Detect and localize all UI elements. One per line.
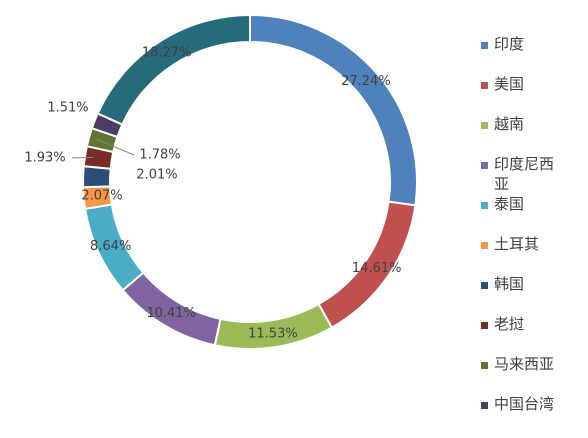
data-label: 14.61% — [352, 261, 402, 276]
legend-item: 泰国 — [478, 190, 578, 230]
data-label: 27.24% — [341, 74, 391, 89]
legend-swatch — [481, 162, 488, 169]
legend-swatch — [481, 402, 488, 409]
legend-label: 马来西亚 — [494, 355, 555, 373]
data-label: 1.93% — [24, 151, 65, 166]
data-label: 8.64% — [90, 239, 131, 254]
legend: 印度美国越南印度尼西亚泰国土耳其韩国老挝马来西亚中国台湾 — [478, 30, 578, 430]
legend-label: 土耳其 — [494, 235, 540, 253]
leader-line — [71, 156, 93, 159]
legend-swatch — [481, 122, 488, 129]
legend-label: 中国台湾 — [494, 395, 555, 413]
legend-swatch — [481, 282, 488, 289]
legend-item: 马来西亚 — [478, 350, 578, 390]
data-label: 2.01% — [136, 168, 177, 183]
legend-label: 印度 — [494, 35, 525, 53]
data-label: 1.51% — [47, 101, 88, 116]
slice — [249, 13, 418, 207]
legend-item: 印度尼西亚 — [478, 150, 578, 193]
data-label: 18.27% — [142, 46, 192, 61]
leader-line — [96, 138, 135, 156]
legend-item: 越南 — [478, 110, 578, 150]
data-label: 2.07% — [81, 189, 122, 204]
legend-swatch — [481, 322, 488, 329]
legend-label: 印度尼西亚 — [494, 155, 555, 193]
legend-swatch — [481, 82, 488, 89]
legend-swatch — [481, 362, 488, 369]
legend-label: 老挝 — [494, 315, 525, 333]
data-label: 1.78% — [139, 148, 180, 163]
data-label: 11.53% — [248, 326, 298, 341]
data-label: 10.41% — [146, 306, 196, 321]
legend-item: 美国 — [478, 70, 578, 110]
legend-item: 印度 — [478, 30, 578, 70]
donut: 27.24% 14.61% 11.53% 10.41% 8.64% 2.07% 2.01% 1… — [24, 13, 418, 350]
legend-item: 中国台湾 — [478, 390, 578, 430]
legend-item: 土耳其 — [478, 230, 578, 270]
legend-label: 越南 — [494, 115, 525, 133]
legend-swatch — [481, 42, 488, 49]
legend-swatch — [481, 242, 488, 249]
legend-label: 韩国 — [494, 275, 525, 293]
slice — [96, 13, 251, 126]
legend-label: 美国 — [494, 75, 525, 93]
legend-item: 韩国 — [478, 270, 578, 310]
legend-swatch — [481, 202, 488, 209]
legend-item: 老挝 — [478, 310, 578, 350]
legend-label: 泰国 — [494, 195, 525, 213]
